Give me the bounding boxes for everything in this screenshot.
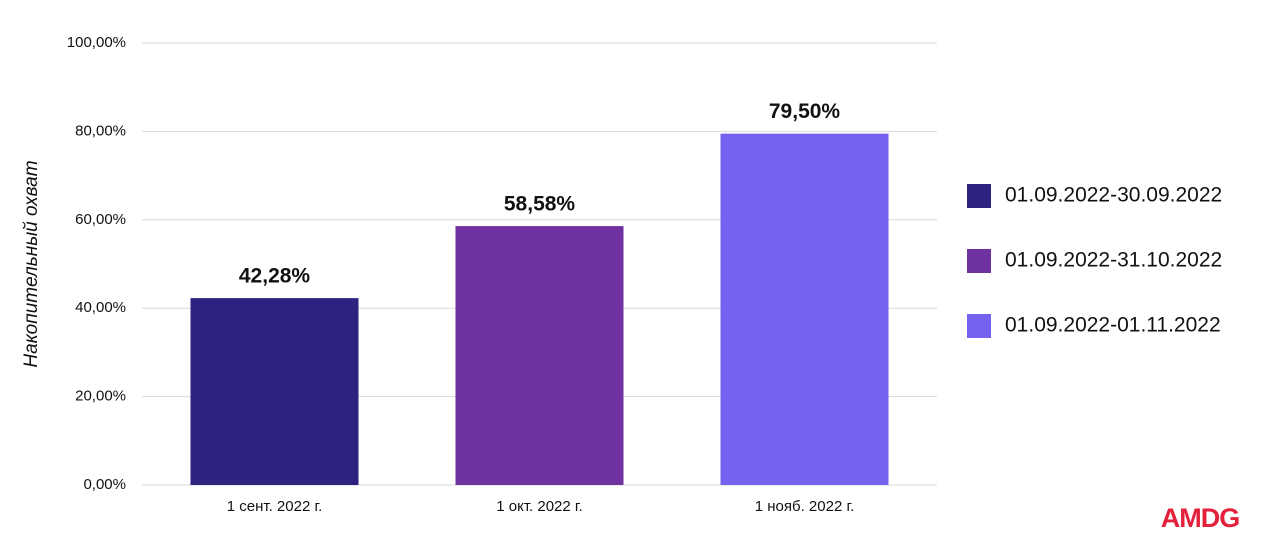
y-tick-label: 20,00% — [75, 388, 126, 405]
y-tick-label: 0,00% — [83, 476, 126, 493]
x-tick-label: 1 нояб. 2022 г. — [755, 498, 855, 515]
y-axis-title: Накопительный охват — [21, 160, 42, 367]
y-tick-label: 100,00% — [67, 34, 126, 51]
bar — [720, 133, 889, 486]
x-tick-label: 1 сент. 2022 г. — [227, 498, 323, 515]
y-tick-label: 60,00% — [75, 211, 126, 228]
x-tick-label: 1 окт. 2022 г. — [496, 498, 582, 515]
y-tick-label: 40,00% — [75, 299, 126, 316]
value-label: 58,58% — [504, 193, 576, 216]
y-tick-label: 80,00% — [75, 122, 126, 139]
legend-swatch — [967, 184, 991, 208]
value-label: 79,50% — [769, 100, 841, 123]
legend-label: 01.09.2022-01.11.2022 — [1005, 314, 1221, 337]
legend-label: 01.09.2022-31.10.2022 — [1005, 249, 1222, 272]
legend-label: 01.09.2022-30.09.2022 — [1005, 184, 1222, 207]
bar — [455, 226, 624, 485]
bar — [190, 298, 359, 485]
value-label: 42,28% — [239, 265, 311, 288]
logo: AMDG — [1161, 503, 1240, 533]
legend-swatch — [967, 249, 991, 273]
legend-swatch — [967, 314, 991, 338]
